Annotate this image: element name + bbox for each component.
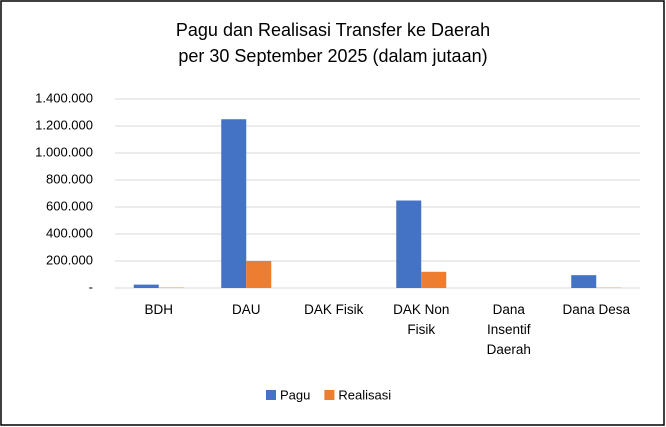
x-tick-label: DAK Non Fisik xyxy=(393,302,450,337)
x-tick-label: DAK Fisik xyxy=(304,302,364,317)
y-tick-label: 600.000 xyxy=(46,198,93,213)
bar xyxy=(246,261,272,288)
bar xyxy=(133,284,159,288)
legend-label: Pagu xyxy=(280,387,310,402)
bar xyxy=(221,119,247,288)
y-tick-label: 800.000 xyxy=(46,171,93,186)
x-tick-label: Dana Desa xyxy=(562,302,631,317)
legend-swatch xyxy=(266,390,276,400)
bar xyxy=(571,275,597,288)
y-tick-label: 200.000 xyxy=(46,252,93,267)
y-tick-label: 1.000.000 xyxy=(35,144,93,159)
y-tick-label: 400.000 xyxy=(46,225,93,240)
chart-subtitle: per 30 September 2025 (dalam jutaan) xyxy=(178,46,487,66)
y-tick-label: - xyxy=(89,279,93,294)
legend-label: Realisasi xyxy=(338,387,391,402)
x-tick-label: Dana Insentif Daerah xyxy=(486,302,531,357)
bar xyxy=(396,200,422,288)
bar xyxy=(421,271,447,288)
x-tick-label: BDH xyxy=(144,302,173,317)
y-tick-label: 1.200.000 xyxy=(35,117,93,132)
chart-title: Pagu dan Realisasi Transfer ke Daerah xyxy=(176,20,490,40)
x-tick-label: DAU xyxy=(231,302,261,317)
legend-swatch xyxy=(324,390,335,400)
y-tick-label: 1.400.000 xyxy=(35,90,93,105)
